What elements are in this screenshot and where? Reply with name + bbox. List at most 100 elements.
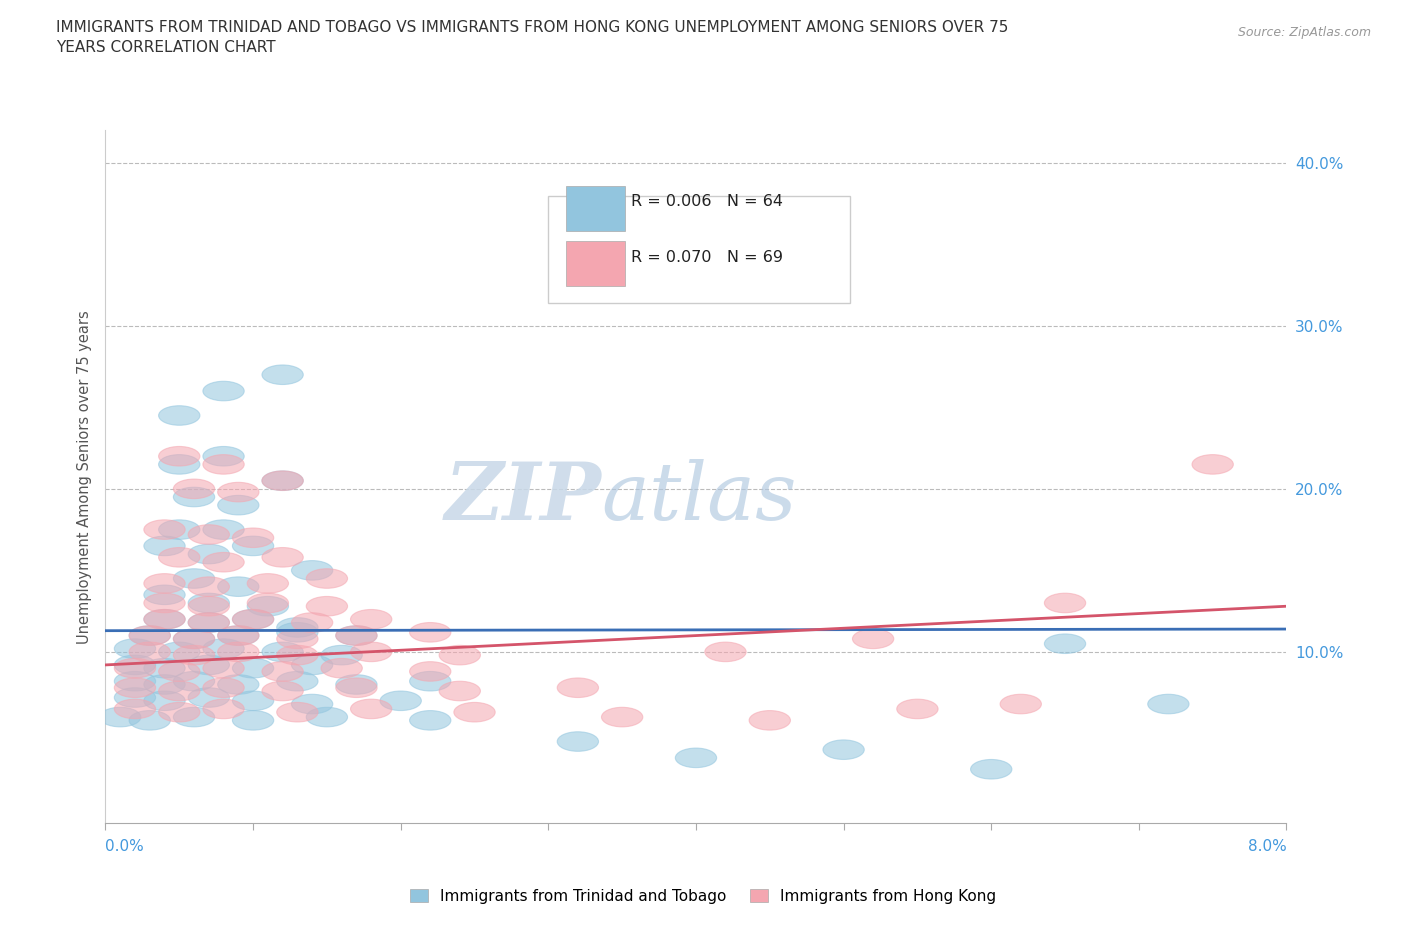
Ellipse shape [350,699,392,719]
Ellipse shape [159,446,200,466]
Y-axis label: Unemployment Among Seniors over 75 years: Unemployment Among Seniors over 75 years [77,310,93,644]
Ellipse shape [232,691,274,711]
Ellipse shape [262,548,304,567]
Ellipse shape [823,740,865,760]
Ellipse shape [218,626,259,645]
Ellipse shape [1045,634,1085,654]
Ellipse shape [218,642,259,661]
Ellipse shape [247,593,288,613]
Ellipse shape [202,381,245,401]
Ellipse shape [336,626,377,645]
Ellipse shape [129,642,170,661]
Ellipse shape [262,471,304,490]
Ellipse shape [159,681,200,701]
Ellipse shape [143,536,186,556]
Ellipse shape [114,658,156,678]
Ellipse shape [232,658,274,678]
Ellipse shape [277,629,318,648]
Ellipse shape [262,661,304,681]
Ellipse shape [350,642,392,661]
Ellipse shape [232,609,274,629]
Ellipse shape [586,267,628,286]
Text: Source: ZipAtlas.com: Source: ZipAtlas.com [1237,26,1371,39]
Ellipse shape [159,455,200,474]
Ellipse shape [218,674,259,695]
Text: ZIP: ZIP [444,458,602,537]
Ellipse shape [202,678,245,698]
Ellipse shape [262,681,304,701]
Ellipse shape [232,609,274,629]
Ellipse shape [173,487,215,507]
Ellipse shape [173,629,215,648]
Ellipse shape [173,708,215,727]
Ellipse shape [409,622,451,642]
Ellipse shape [143,609,186,629]
Ellipse shape [307,596,347,616]
Legend: Immigrants from Trinidad and Tobago, Immigrants from Hong Kong: Immigrants from Trinidad and Tobago, Imm… [409,889,997,904]
Ellipse shape [143,520,186,539]
Ellipse shape [232,536,274,556]
Ellipse shape [129,626,170,645]
Ellipse shape [350,609,392,629]
Ellipse shape [380,691,422,711]
Ellipse shape [159,642,200,661]
Ellipse shape [159,661,200,681]
Ellipse shape [143,593,186,613]
Ellipse shape [114,671,156,691]
Ellipse shape [439,645,481,665]
Ellipse shape [188,655,229,674]
Ellipse shape [173,479,215,498]
Ellipse shape [602,708,643,727]
Ellipse shape [202,446,245,466]
Ellipse shape [277,671,318,691]
Text: YEARS CORRELATION CHART: YEARS CORRELATION CHART [56,40,276,55]
Ellipse shape [114,639,156,658]
Ellipse shape [202,520,245,539]
Ellipse shape [188,688,229,708]
FancyBboxPatch shape [548,196,849,303]
Ellipse shape [852,629,894,648]
Ellipse shape [188,613,229,632]
Ellipse shape [321,658,363,678]
Ellipse shape [262,365,304,384]
Ellipse shape [173,629,215,648]
Ellipse shape [247,574,288,593]
Ellipse shape [247,596,288,616]
Ellipse shape [336,674,377,695]
Ellipse shape [321,645,363,665]
Ellipse shape [100,708,141,727]
Ellipse shape [143,674,186,695]
Ellipse shape [291,695,333,714]
Ellipse shape [232,528,274,548]
Ellipse shape [188,596,229,616]
Ellipse shape [232,711,274,730]
Ellipse shape [704,642,747,661]
Ellipse shape [114,655,156,674]
Ellipse shape [307,708,347,727]
Ellipse shape [1045,593,1085,613]
Ellipse shape [1192,455,1233,474]
Ellipse shape [1147,695,1189,714]
Ellipse shape [336,626,377,645]
Ellipse shape [202,658,245,678]
Ellipse shape [202,455,245,474]
Ellipse shape [143,691,186,711]
Ellipse shape [277,702,318,722]
Text: R = 0.070   N = 69: R = 0.070 N = 69 [631,250,783,265]
Text: IMMIGRANTS FROM TRINIDAD AND TOBAGO VS IMMIGRANTS FROM HONG KONG UNEMPLOYMENT AM: IMMIGRANTS FROM TRINIDAD AND TOBAGO VS I… [56,20,1008,35]
Ellipse shape [173,569,215,589]
Ellipse shape [262,471,304,490]
Text: 0.0%: 0.0% [105,839,145,854]
Ellipse shape [159,548,200,567]
Ellipse shape [262,642,304,661]
Ellipse shape [159,405,200,425]
Ellipse shape [188,593,229,613]
Ellipse shape [218,577,259,596]
Ellipse shape [129,626,170,645]
Ellipse shape [409,671,451,691]
Ellipse shape [454,702,495,722]
Ellipse shape [291,561,333,580]
Ellipse shape [202,699,245,719]
Text: 8.0%: 8.0% [1247,839,1286,854]
Ellipse shape [218,496,259,515]
